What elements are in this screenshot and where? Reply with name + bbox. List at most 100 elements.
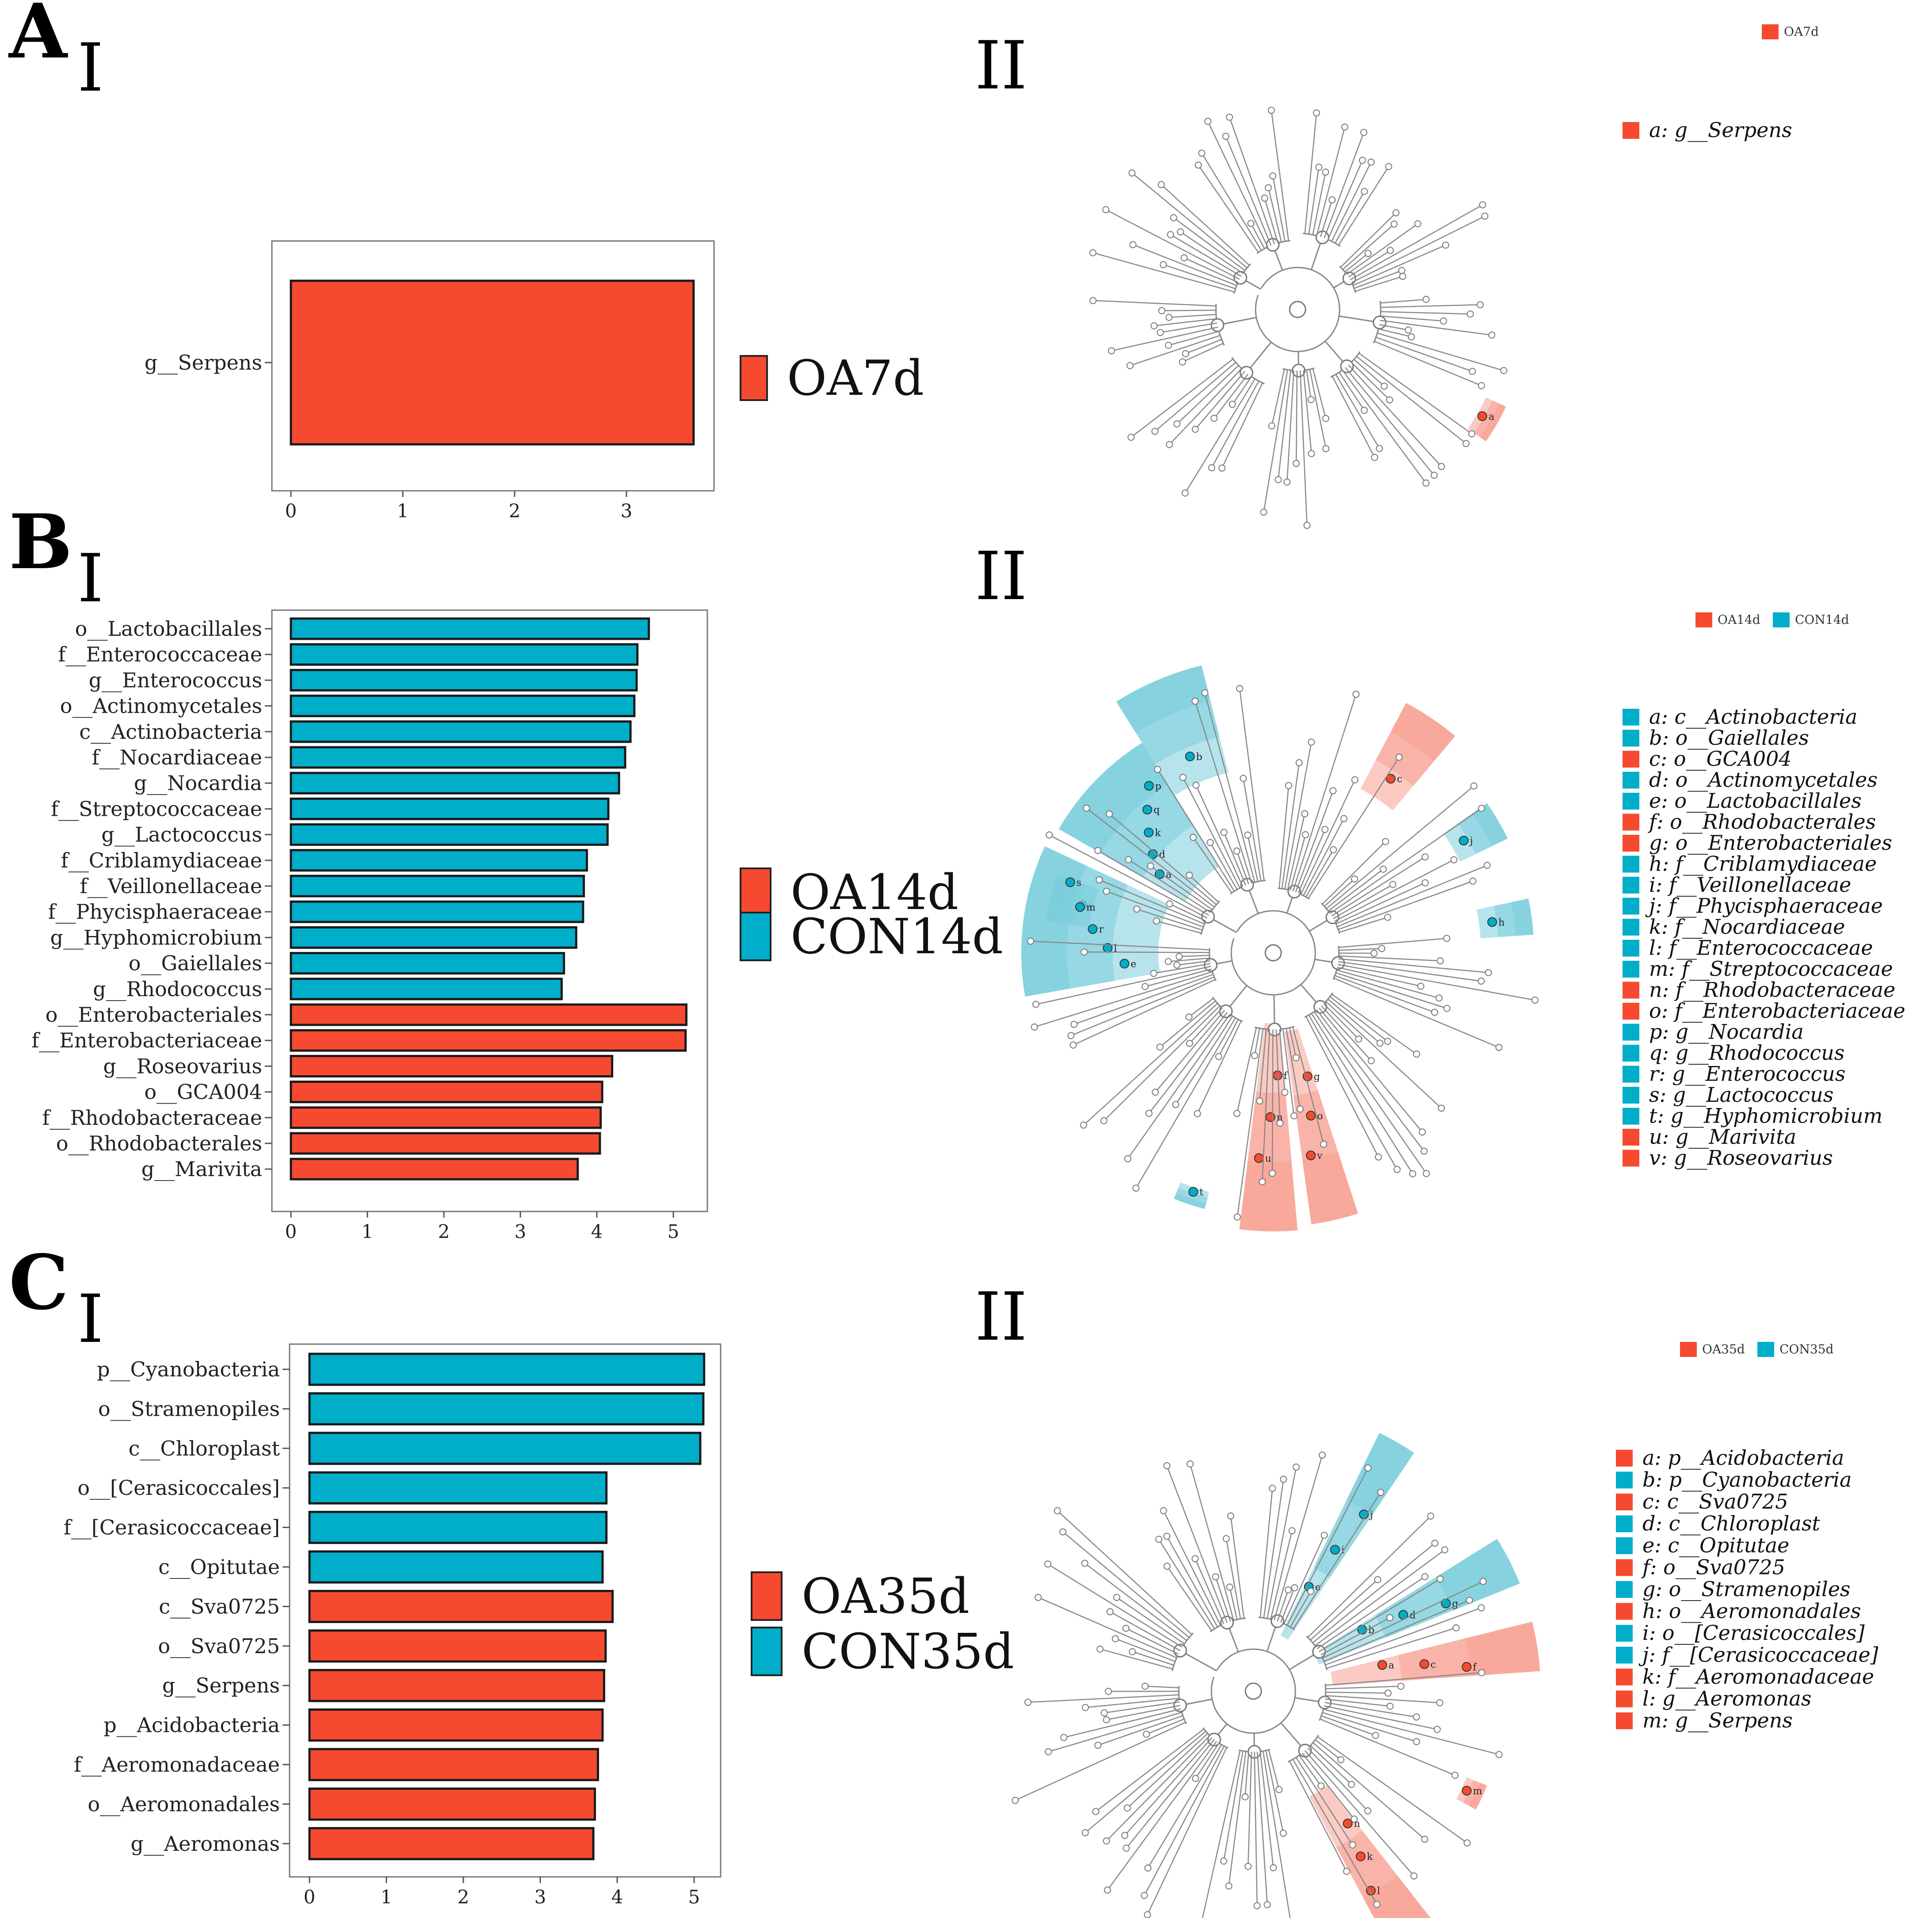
tree-leaf-node bbox=[1163, 1532, 1171, 1540]
tree-branch bbox=[1333, 978, 1499, 1048]
tree-leaf-node bbox=[1152, 1089, 1159, 1096]
tree-branch bbox=[1302, 1753, 1355, 1819]
tree-branch bbox=[1247, 1752, 1252, 1867]
tree-branch bbox=[1338, 166, 1389, 246]
x-tick-label: 5 bbox=[688, 1886, 700, 1908]
tree-branch bbox=[1126, 1733, 1208, 1809]
tree-leaf-node bbox=[1303, 522, 1311, 529]
tree-branch bbox=[1317, 1576, 1425, 1649]
tree-branch bbox=[1280, 1587, 1295, 1623]
tree-branch bbox=[1223, 1750, 1244, 1861]
tree-branch bbox=[1267, 1467, 1297, 1619]
clade-node bbox=[1355, 1851, 1366, 1861]
tree-leaf-node bbox=[1170, 214, 1177, 222]
tree-branch bbox=[1158, 1539, 1215, 1629]
tree-branch bbox=[1348, 250, 1391, 278]
clade-letter: b bbox=[1196, 752, 1202, 763]
tree-leaf-node bbox=[1355, 1035, 1363, 1043]
tree-branch bbox=[1300, 779, 1355, 895]
key-text: c: c__Sva0725 bbox=[1642, 1490, 1788, 1513]
cladogram-b-ii: OA14dCON14dbadkqpcjhielrmstfnugova: c__A… bbox=[1021, 612, 1905, 1231]
tree-branch bbox=[1324, 879, 1355, 907]
tree-branch bbox=[1245, 1751, 1249, 1797]
bar-o-enterobacteriales bbox=[290, 1003, 687, 1026]
tree-branch bbox=[1328, 868, 1384, 912]
tree-branch bbox=[1225, 136, 1272, 246]
tree-branch bbox=[1321, 1715, 1376, 1736]
tree-leaf-node bbox=[1422, 479, 1430, 487]
tree-leaf-node bbox=[1438, 1104, 1445, 1112]
tree-leaf-node bbox=[1220, 829, 1228, 836]
tree-branch bbox=[1095, 1728, 1204, 1812]
clade-letter: t bbox=[1199, 1187, 1203, 1198]
tree-branch bbox=[1279, 785, 1289, 889]
key-text: c: o__GCA004 bbox=[1649, 747, 1792, 771]
key-text: a: p__Acidobacteria bbox=[1642, 1446, 1844, 1470]
tree-leaf-node bbox=[1194, 1110, 1201, 1117]
tree-branch bbox=[1346, 223, 1418, 275]
tree-leaf-node bbox=[1372, 1732, 1379, 1739]
key-text: e: o__Lactobacillales bbox=[1649, 789, 1862, 813]
tree-leaf-node bbox=[1419, 1128, 1426, 1136]
tree-branch bbox=[1156, 920, 1202, 934]
tree-branch bbox=[1290, 1591, 1312, 1628]
tree-leaf-node bbox=[1470, 782, 1478, 790]
tree-leaf-node bbox=[1129, 241, 1137, 248]
tree-leaf-node bbox=[1352, 691, 1360, 698]
tree-leaf-node bbox=[1144, 1864, 1152, 1872]
clade-highlight bbox=[1511, 898, 1534, 936]
tree-leaf-node bbox=[1245, 1863, 1252, 1870]
tree-legend-label-con35d: CON35d bbox=[1779, 1342, 1834, 1356]
bar-chart-a-i: g__Serpens 0 1 2 3 OA7d bbox=[145, 240, 924, 522]
tree-branch bbox=[1198, 164, 1259, 253]
tree-leaf-node bbox=[1154, 766, 1161, 773]
tree-leaf-node bbox=[1478, 1604, 1485, 1612]
bar-label: o__Aeromonadales bbox=[88, 1792, 280, 1816]
bar-f-nocardiaceae bbox=[290, 746, 626, 769]
tree-leaf-node bbox=[1133, 906, 1141, 913]
clade-letter: l bbox=[1377, 1886, 1380, 1897]
x-tick-label: 4 bbox=[591, 1221, 603, 1242]
tree-leaf-node bbox=[1173, 961, 1180, 969]
tree-leaf-node bbox=[1431, 1009, 1438, 1016]
tree-leaf-node bbox=[1094, 847, 1102, 854]
tree-arc bbox=[1230, 910, 1316, 996]
clade-node bbox=[1119, 959, 1130, 969]
panel-letter-a: A bbox=[8, 0, 68, 76]
clade-highlight bbox=[1465, 1621, 1540, 1676]
clade-node bbox=[1462, 1662, 1472, 1672]
bar-c-actinobacteria bbox=[290, 720, 632, 743]
tree-leaf-node bbox=[1082, 1704, 1089, 1711]
bar-o-sva0725 bbox=[308, 1629, 607, 1663]
clade-node bbox=[1188, 1187, 1199, 1197]
tree-branch bbox=[1338, 880, 1473, 930]
tree-node bbox=[1313, 1000, 1327, 1014]
tree-branch bbox=[1263, 370, 1288, 512]
tree-leaf-node bbox=[1417, 982, 1424, 990]
tree-leaf-node bbox=[1431, 471, 1438, 479]
clade-node bbox=[1185, 751, 1195, 761]
bar-label: c__Actinobacteria bbox=[79, 720, 262, 744]
tree-branch bbox=[1229, 117, 1275, 245]
tree-branch bbox=[1150, 865, 1213, 910]
bar-label: c__Chloroplast bbox=[129, 1437, 280, 1460]
tree-leaf-node bbox=[1359, 157, 1366, 164]
tree-leaf-node bbox=[1433, 1726, 1441, 1733]
legend-label-oa35d: OA35d bbox=[802, 1568, 970, 1624]
tree-branch bbox=[1309, 369, 1327, 449]
tree-branch bbox=[1195, 701, 1252, 883]
tree-branch bbox=[1331, 993, 1417, 1055]
tree-leaf-node bbox=[1166, 441, 1173, 448]
bar-label: g__Roseovarius bbox=[103, 1054, 262, 1078]
tree-branch bbox=[1189, 1008, 1223, 1044]
bar-label: o__Gaiellales bbox=[129, 951, 262, 975]
tree-leaf-node bbox=[1032, 1001, 1039, 1008]
tree-branch bbox=[1321, 1005, 1372, 1061]
tree-branch bbox=[1128, 859, 1211, 913]
tree-branch bbox=[1295, 1757, 1353, 1845]
tree-leaf-node bbox=[1226, 1583, 1233, 1591]
bar-label: o__Enterobacteriales bbox=[46, 1003, 262, 1027]
tree-branch bbox=[1195, 371, 1245, 430]
clade-letter: h bbox=[1498, 917, 1504, 928]
